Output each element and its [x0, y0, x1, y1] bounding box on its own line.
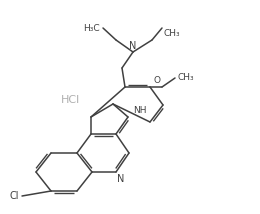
Text: N: N [129, 41, 137, 51]
Text: CH₃: CH₃ [177, 73, 194, 82]
Text: H₃C: H₃C [83, 24, 100, 33]
Text: NH: NH [133, 106, 146, 115]
Text: O: O [154, 76, 161, 85]
Text: CH₃: CH₃ [163, 29, 180, 38]
Text: N: N [117, 174, 124, 184]
Text: HCl: HCl [60, 95, 80, 105]
Text: Cl: Cl [10, 191, 19, 201]
